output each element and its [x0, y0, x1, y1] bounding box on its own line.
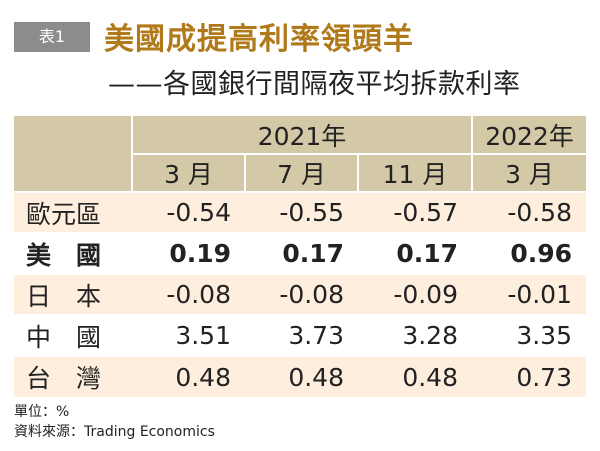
- table-cell: -0.55: [245, 191, 358, 233]
- table-row: 美 國 0.19 0.17 0.17 0.96: [14, 232, 586, 274]
- table-cell: 0.19: [132, 232, 245, 274]
- month-header: 7 月: [244, 153, 358, 192]
- row-label: 台 灣: [14, 355, 132, 397]
- table-corner: [14, 116, 132, 192]
- rates-table: 2021年 2022年 3 月 7 月 11 月 3 月 歐元區 -0.54 -…: [14, 116, 586, 397]
- month-header: 3 月: [131, 153, 245, 192]
- table-cell: 3.28: [358, 314, 472, 356]
- table-cell: 0.17: [245, 232, 358, 274]
- table-cell: 0.96: [472, 232, 586, 274]
- year-header-2022: 2022年: [471, 116, 586, 154]
- page-subtitle: ——各國銀行間隔夜平均拆款利率: [108, 69, 521, 100]
- table-cell: -0.09: [358, 273, 472, 315]
- table-cell: -0.08: [132, 273, 245, 315]
- table-cell: 0.48: [245, 355, 358, 397]
- footnotes: 單位：% 資料來源：Trading Economics: [14, 402, 215, 442]
- row-label: 日 本: [14, 273, 132, 315]
- table-cell: 0.48: [358, 355, 472, 397]
- table-cell: 0.73: [472, 355, 586, 397]
- table-row: 台 灣 0.48 0.48 0.48 0.73: [14, 355, 586, 397]
- table-cell: 3.35: [472, 314, 586, 356]
- table-number-badge: 表1: [14, 22, 90, 52]
- table-row: 中 國 3.51 3.73 3.28 3.35: [14, 314, 586, 356]
- table-cell: 3.73: [245, 314, 358, 356]
- table-cell: -0.57: [358, 191, 472, 233]
- table-row: 歐元區 -0.54 -0.55 -0.57 -0.58: [14, 191, 586, 233]
- unit-note: 單位：%: [14, 404, 70, 420]
- month-header: 11 月: [357, 153, 472, 192]
- row-label: 美 國: [14, 232, 132, 274]
- year-header-2021: 2021年: [131, 116, 472, 154]
- source-note: 資料來源：Trading Economics: [14, 424, 215, 440]
- table-cell: 0.17: [358, 232, 472, 274]
- table-cell: 3.51: [132, 314, 245, 356]
- row-label: 歐元區: [14, 191, 132, 233]
- row-label: 中 國: [14, 314, 132, 356]
- table-cell: -0.01: [472, 273, 586, 315]
- table-cell: -0.08: [245, 273, 358, 315]
- page-title: 美國成提高利率領頭羊: [104, 22, 414, 57]
- month-header: 3 月: [471, 153, 586, 192]
- table-cell: -0.58: [472, 191, 586, 233]
- table-cell: -0.54: [132, 191, 245, 233]
- table-row: 日 本 -0.08 -0.08 -0.09 -0.01: [14, 273, 586, 315]
- table-cell: 0.48: [132, 355, 245, 397]
